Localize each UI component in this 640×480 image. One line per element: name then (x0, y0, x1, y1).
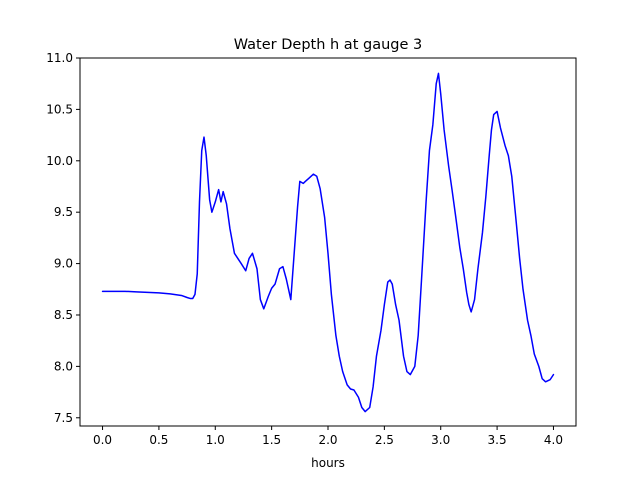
y-tick-label: 9.5 (54, 205, 73, 219)
y-axis: 7.5 8.0 8.5 9.0 9.5 10.0 10.5 11.0 (46, 51, 80, 425)
y-tick-label: 9.0 (54, 257, 73, 271)
x-tick-label: 4.0 (544, 433, 563, 447)
x-tick-label: 2.5 (375, 433, 394, 447)
y-tick-label: 8.0 (54, 359, 73, 373)
x-tick-label: 1.5 (262, 433, 281, 447)
x-axis: 0.0 0.5 1.0 1.5 2.0 2.5 3.0 3.5 4.0 (93, 426, 563, 447)
chart-title: Water Depth h at gauge 3 (234, 37, 422, 53)
y-tick-label: 8.5 (54, 308, 73, 322)
plot-layer (101, 72, 555, 413)
x-axis-label: hours (311, 456, 345, 470)
series-line-0 (101, 72, 555, 413)
y-tick-label: 7.5 (54, 411, 73, 425)
x-tick-label: 3.0 (431, 433, 450, 447)
y-tick-label: 10.5 (46, 102, 73, 116)
x-tick-label: 3.5 (488, 433, 507, 447)
x-tick-label: 0.5 (149, 433, 168, 447)
y-tick-label: 11.0 (46, 51, 73, 65)
x-tick-label: 2.0 (318, 433, 337, 447)
y-tick-label: 10.0 (46, 154, 73, 168)
x-tick-label: 1.0 (206, 433, 225, 447)
x-tick-label: 0.0 (93, 433, 112, 447)
